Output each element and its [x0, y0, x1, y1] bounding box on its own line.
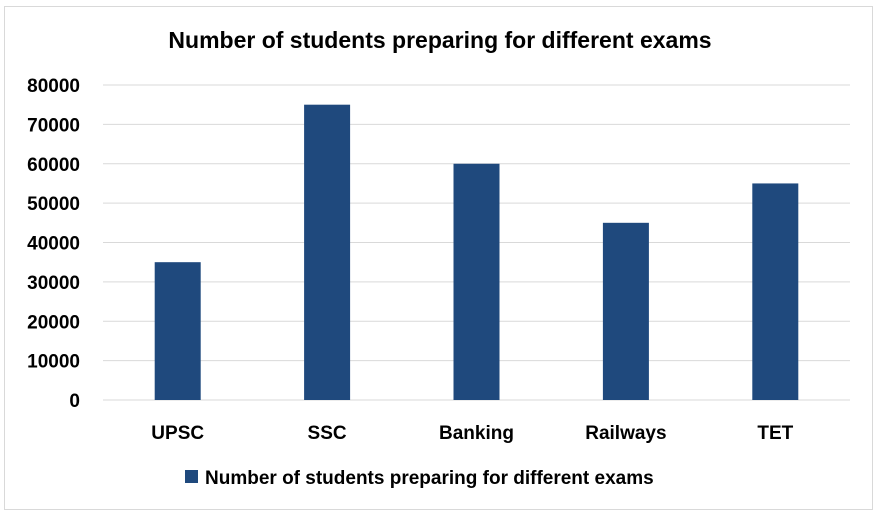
bar-banking [453, 163, 500, 400]
y-tick-label: 0 [69, 391, 80, 412]
y-tick-label: 10000 [27, 352, 80, 373]
chart-frame [4, 6, 873, 510]
bar-tet [752, 183, 799, 400]
bars [154, 104, 799, 400]
y-tick-label: 30000 [27, 273, 80, 294]
x-tick-label: UPSC [151, 423, 204, 444]
x-tick-label: TET [757, 423, 793, 444]
y-tick-label: 20000 [27, 312, 80, 333]
bar-railways [602, 222, 649, 400]
legend-swatch [185, 470, 198, 483]
x-tick-label: Railways [585, 423, 666, 444]
chart-title: Number of students preparing for differe… [168, 27, 711, 53]
bar-ssc [304, 104, 351, 400]
y-tick-label: 60000 [27, 155, 80, 176]
y-tick-label: 70000 [27, 115, 80, 136]
x-tick-label: SSC [308, 423, 347, 444]
y-tick-label: 50000 [27, 194, 80, 215]
y-tick-label: 80000 [27, 76, 80, 97]
y-axis-ticks: 0 10000 20000 30000 40000 50000 60000 70000 8000… [27, 76, 80, 412]
x-tick-label: Banking [439, 423, 514, 444]
y-tick-label: 40000 [27, 234, 80, 255]
bar-upsc [154, 262, 201, 400]
x-axis-ticks: UPSC SSC Banking Railways TET [151, 423, 793, 444]
legend-label: Number of students preparing for differe… [205, 468, 654, 489]
legend: Number of students preparing for differe… [185, 468, 654, 489]
